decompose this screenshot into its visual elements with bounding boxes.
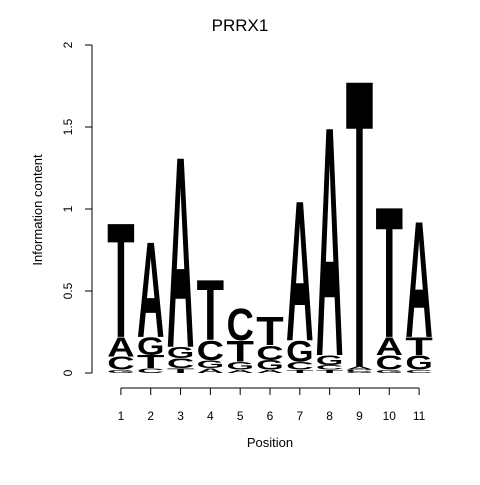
- logo-letter-a: A: [107, 333, 135, 364]
- logo-letter-g: G: [376, 369, 403, 374]
- y-tick-label: 0: [61, 369, 75, 376]
- logo-letter-t: T: [405, 332, 432, 360]
- x-tick-label: 2: [147, 409, 154, 423]
- logo-letter-t: T: [226, 336, 253, 369]
- logo-letter-c: C: [226, 299, 253, 350]
- y-axis: 0 0.5 1 1.5 2: [61, 41, 93, 376]
- x-tick-label: 5: [237, 409, 244, 423]
- y-tick-label: 2: [61, 41, 75, 48]
- logo-letter-t: T: [107, 190, 134, 373]
- logo-letter-c: C: [256, 342, 283, 365]
- logo-letter-g: G: [197, 358, 224, 371]
- logo-letter-g: G: [226, 359, 253, 372]
- logo-letter-t: T: [137, 352, 165, 372]
- x-tick-label: 4: [207, 409, 214, 423]
- logo-letter-c: C: [137, 367, 164, 375]
- y-tick-label: 1.5: [61, 118, 75, 135]
- y-axis-title: Information content: [30, 154, 45, 266]
- x-axis: 1 2 3 4 5 6 7 8 9 10 11: [118, 387, 426, 423]
- logo-letter-g: G: [107, 369, 134, 374]
- logo-letter-c: C: [376, 352, 403, 375]
- x-tick-label: 7: [296, 409, 303, 423]
- logo-letter-g: G: [316, 353, 343, 368]
- logo-letter-a: A: [256, 369, 283, 374]
- logo-letter-t: T: [286, 369, 314, 374]
- logo-letter-a: A: [286, 158, 313, 383]
- logo-letter-a: A: [137, 214, 164, 367]
- logo-letter-t: T: [316, 369, 344, 374]
- y-tick-label: 1: [61, 205, 75, 212]
- logo-letter-g: G: [405, 352, 432, 375]
- logo-letter-g: G: [137, 333, 164, 361]
- logo-letter-t: T: [197, 262, 224, 359]
- logo-letter-c: C: [107, 354, 134, 374]
- x-tick-label: 8: [326, 409, 333, 423]
- logo-letter-t: T: [167, 367, 195, 375]
- logo-letter-a: A: [197, 367, 224, 375]
- logo-letter-t: T: [346, 0, 373, 455]
- logo-letter-g: G: [346, 371, 373, 374]
- logo-letter-g: G: [167, 344, 194, 362]
- x-tick-label: 9: [356, 409, 363, 423]
- logo-letter-c: C: [405, 369, 432, 374]
- x-axis-title: Position: [247, 435, 293, 450]
- logo-letter-c: C: [346, 369, 373, 372]
- logo-letter-a: A: [346, 366, 373, 371]
- logo-letter-c: C: [197, 336, 224, 367]
- x-tick-label: 10: [383, 409, 397, 423]
- logo-letter-c: C: [167, 356, 194, 371]
- chart-title: PRRX1: [212, 16, 269, 35]
- x-tick-label: 1: [118, 409, 125, 423]
- logo-letter-g: G: [286, 335, 313, 368]
- logo-letter-c: C: [286, 360, 313, 373]
- logo-letter-g: G: [256, 357, 283, 372]
- x-tick-label: 3: [177, 409, 184, 423]
- logo-letter-c: C: [316, 363, 343, 371]
- logo-letter-t: T: [376, 168, 403, 377]
- x-tick-label: 11: [413, 409, 426, 423]
- logo-letter-a: A: [316, 60, 343, 425]
- x-tick-label: 6: [267, 409, 274, 423]
- logo-letter-t: T: [256, 309, 283, 355]
- logo-letter-a: A: [376, 332, 403, 360]
- y-tick-label: 0.5: [61, 282, 75, 299]
- logo-letter-a: A: [226, 369, 253, 374]
- logo-letter-a: A: [405, 187, 432, 373]
- logo-letter-a: A: [167, 100, 194, 405]
